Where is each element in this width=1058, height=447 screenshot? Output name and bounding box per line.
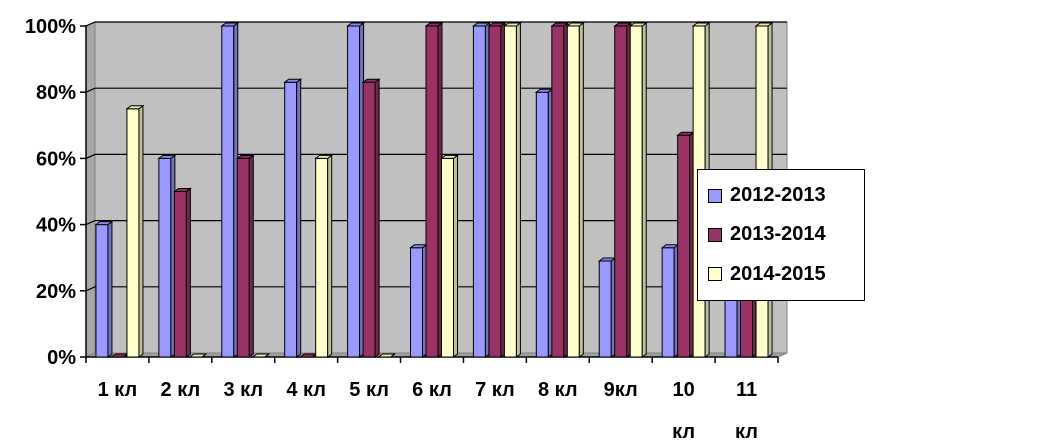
bar-2013-2014-1 <box>174 192 186 358</box>
x-tick-label: 10 <box>673 379 695 401</box>
legend-item-2012-2013: 2012-2013 <box>708 184 864 207</box>
bar-side-2014-2015-8 <box>642 23 646 357</box>
bar-2012-2013-0 <box>96 225 108 357</box>
x-tick-label: 11 <box>736 379 757 401</box>
x-tick-label: 6 кл <box>412 379 452 401</box>
bar-2013-2014-5 <box>426 26 438 357</box>
legend-label: 2014-2015 <box>730 263 826 286</box>
bar-2012-2013-5 <box>411 248 423 357</box>
bar-2012-2013-4 <box>348 26 360 357</box>
y-tick-label: 100% <box>25 16 76 38</box>
bar-side-2013-2014-4 <box>375 79 379 357</box>
x-tick-label: 4 кл <box>286 379 326 401</box>
bar-2013-2014-4 <box>363 82 375 357</box>
legend-label: 2013-2014 <box>730 223 826 246</box>
legend-label: 2012-2013 <box>730 184 826 207</box>
bar-2012-2013-7 <box>536 92 548 357</box>
legend-item-2013-2014: 2013-2014 <box>708 223 864 246</box>
bar-side-2014-2015-0 <box>139 106 143 357</box>
legend: 2012-2013 2013-2014 2014-2015 <box>697 169 865 301</box>
x-tick-label: 7 кл <box>475 379 515 401</box>
x-tick-label: 5 кл <box>349 379 389 401</box>
bar-2014-2015-8 <box>630 26 642 357</box>
legend-swatch-2012-2013 <box>708 189 722 203</box>
bar-2014-2015-7 <box>567 26 579 357</box>
x-tick-label: 8 кл <box>538 379 578 401</box>
bar-side-2014-2015-7 <box>579 23 583 357</box>
bar-2013-2014-6 <box>489 26 501 357</box>
bar-side-2012-2013-0 <box>108 222 112 357</box>
x-tick-label: 3 кл <box>223 379 263 401</box>
bar-2014-2015-0 <box>127 109 139 357</box>
bar-2013-2014-7 <box>552 26 564 357</box>
bar-2014-2015-3 <box>316 158 328 357</box>
bar-2012-2013-8 <box>599 261 611 357</box>
bar-side-2012-2013-3 <box>297 79 301 357</box>
bar-side-2013-2014-2 <box>249 155 253 357</box>
y-tick-label: 0% <box>47 347 76 369</box>
bar-2012-2013-3 <box>285 82 297 357</box>
bar-2013-2014-2 <box>237 158 249 357</box>
y-tick-label: 40% <box>36 215 76 237</box>
bar-side-2014-2015-5 <box>454 155 458 357</box>
x-tick-label: 2 кл <box>161 379 201 401</box>
legend-item-2014-2015: 2014-2015 <box>708 263 864 286</box>
bar-side-2014-2015-6 <box>516 23 520 357</box>
plot-side-wall <box>86 22 95 357</box>
bar-2014-2015-5 <box>442 158 454 357</box>
bar-2013-2014-8 <box>615 26 627 357</box>
bar-side-2013-2014-1 <box>186 189 190 358</box>
bar-2012-2013-1 <box>159 158 171 357</box>
bar-2012-2013-9 <box>662 248 674 357</box>
bar-2012-2013-6 <box>473 26 485 357</box>
x-tick-label: кл <box>672 421 695 442</box>
x-tick-label: 1 кл <box>98 379 138 401</box>
legend-swatch-2013-2014 <box>708 228 722 242</box>
bar-side-2014-2015-3 <box>328 155 332 357</box>
x-tick-label: кл <box>735 421 758 442</box>
bar-2012-2013-2 <box>222 26 234 357</box>
y-tick-label: 60% <box>36 148 76 170</box>
legend-swatch-2014-2015 <box>708 267 722 281</box>
bar-2014-2015-6 <box>504 26 516 357</box>
y-tick-label: 20% <box>36 281 76 303</box>
y-tick-label: 80% <box>36 82 76 104</box>
bar-2013-2014-9 <box>678 135 690 357</box>
x-tick-label: 9кл <box>604 379 638 401</box>
